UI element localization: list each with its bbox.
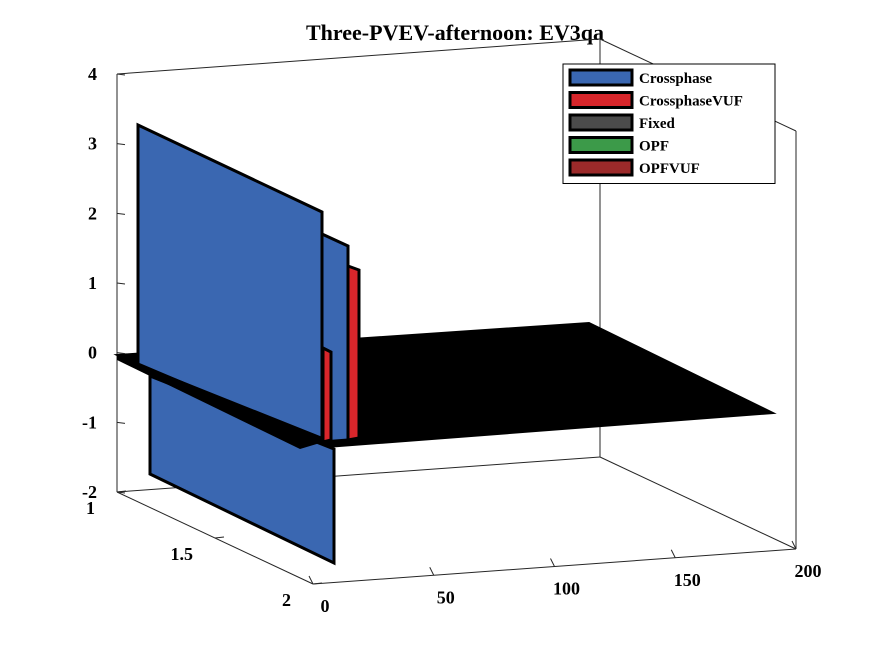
legend-swatch xyxy=(568,68,634,87)
y-axis-ticks: 11.52 xyxy=(86,490,323,610)
bar-crossphasevuf-small xyxy=(321,345,333,444)
y-tick-label: 1.5 xyxy=(171,544,194,564)
x-tick-mark xyxy=(308,575,314,585)
legend-label: Fixed xyxy=(639,116,675,132)
legend-swatch xyxy=(568,113,634,132)
legend-swatch xyxy=(568,136,634,154)
z-tick-label: 1 xyxy=(88,273,97,293)
y-tick-mark xyxy=(116,490,127,493)
bar-layer xyxy=(113,122,777,566)
z-tick-mark xyxy=(116,143,126,146)
x-tick-mark xyxy=(670,549,676,558)
legend-label: CrossphaseVUF xyxy=(639,94,743,110)
baseline-plane-edge xyxy=(117,355,330,449)
x-tick-label: 150 xyxy=(674,570,701,590)
z-tick-mark xyxy=(116,212,126,215)
chart-title: Three-PVEV-afternoon: EV3qa xyxy=(306,20,604,45)
y-tick-label: 2 xyxy=(282,590,291,610)
x-tick-label: 200 xyxy=(795,561,822,581)
z-tick-label: -1 xyxy=(82,412,97,432)
bar-crossphasevuf-tall xyxy=(346,263,361,442)
x-tick-label: 100 xyxy=(553,579,580,599)
z-tick-mark xyxy=(116,421,126,424)
z-tick-label: 4 xyxy=(88,64,97,84)
x-tick-mark xyxy=(429,567,435,576)
z-tick-mark xyxy=(116,352,126,355)
legend: Crossphase CrossphaseVUF Fixed OPF OPFVUF xyxy=(562,63,776,184)
z-tick-label: 3 xyxy=(88,134,97,154)
x-tick-label: 0 xyxy=(321,596,330,616)
legend-label: Crossphase xyxy=(639,71,712,87)
axis-edge xyxy=(599,456,797,550)
legend-swatch xyxy=(568,158,634,177)
x-axis-ticks: 0 50 100 150 200 xyxy=(308,540,822,616)
z-axis-ticks: -2 -1 0 1 2 3 4 xyxy=(82,64,126,502)
z-tick-label: 0 xyxy=(88,343,97,363)
axis-edge xyxy=(116,38,601,75)
legend-swatch xyxy=(568,91,634,109)
z-tick-label: 2 xyxy=(88,203,97,223)
z-tick-label: -2 xyxy=(82,482,97,502)
x-tick-mark xyxy=(791,540,797,550)
y-tick-mark xyxy=(312,582,323,585)
z-tick-mark xyxy=(116,73,126,76)
x-tick-mark xyxy=(550,558,555,567)
x-tick-label: 50 xyxy=(437,587,455,607)
legend-label: OPFVUF xyxy=(639,161,700,177)
z-tick-mark xyxy=(116,282,126,285)
legend-label: OPF xyxy=(639,139,669,155)
y-tick-mark xyxy=(214,536,225,539)
y-tick-label: 1 xyxy=(86,498,95,518)
